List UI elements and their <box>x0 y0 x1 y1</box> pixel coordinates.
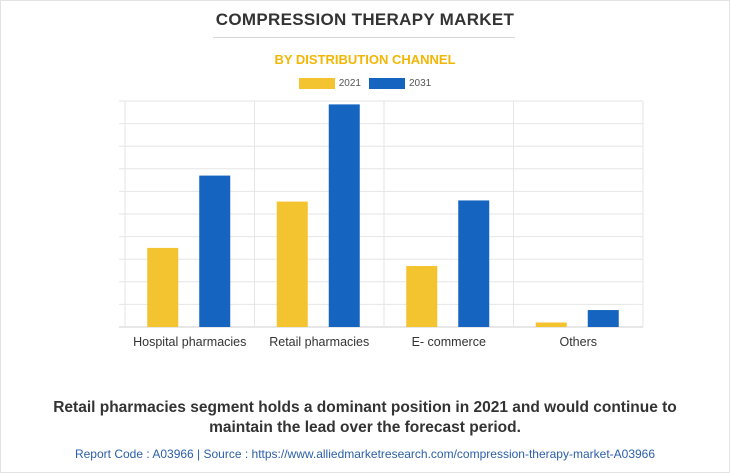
legend-item-2021: 2021 <box>298 78 361 89</box>
x-tick-label: E- commerce <box>412 335 486 349</box>
legend-item-2031: 2031 <box>369 78 431 89</box>
legend-label-2031: 2031 <box>409 78 432 89</box>
bar-chart: Hospital pharmacies Retail pharmacies E- c… <box>119 100 644 349</box>
bar-2021-3 <box>535 322 567 327</box>
bar-2021-0 <box>147 247 179 327</box>
bar-2031-3 <box>587 310 619 327</box>
title-divider <box>213 37 515 38</box>
bar-2021-1 <box>276 201 308 327</box>
x-axis-labels: Hospital pharmacies Retail pharmacies E- c… <box>133 335 597 349</box>
chart-subtitle: BY DISTRIBUTION CHANNEL <box>274 52 456 67</box>
x-tick-label: Hospital pharmacies <box>133 335 246 349</box>
legend-label-2021: 2021 <box>338 78 361 89</box>
legend: 2021 2031 <box>0 78 730 89</box>
chart-grid <box>119 100 644 328</box>
x-tick-label: Others <box>559 335 597 349</box>
bar-2021-2 <box>406 265 438 327</box>
chart-caption: Retail pharmacies segment holds a domina… <box>53 399 677 436</box>
bar-2031-0 <box>199 175 231 327</box>
x-tick-label: Retail pharmacies <box>269 335 369 349</box>
chart-bars <box>147 104 619 327</box>
legend-swatch-2031 <box>369 78 405 89</box>
source-footer: Report Code : A03966 | Source : https://… <box>74 447 656 461</box>
bar-2031-1 <box>328 104 360 327</box>
bar-2031-2 <box>458 200 490 327</box>
legend-swatch-2021 <box>298 78 335 89</box>
chart-title: COMPRESSION THERAPY MARKET <box>215 10 515 29</box>
